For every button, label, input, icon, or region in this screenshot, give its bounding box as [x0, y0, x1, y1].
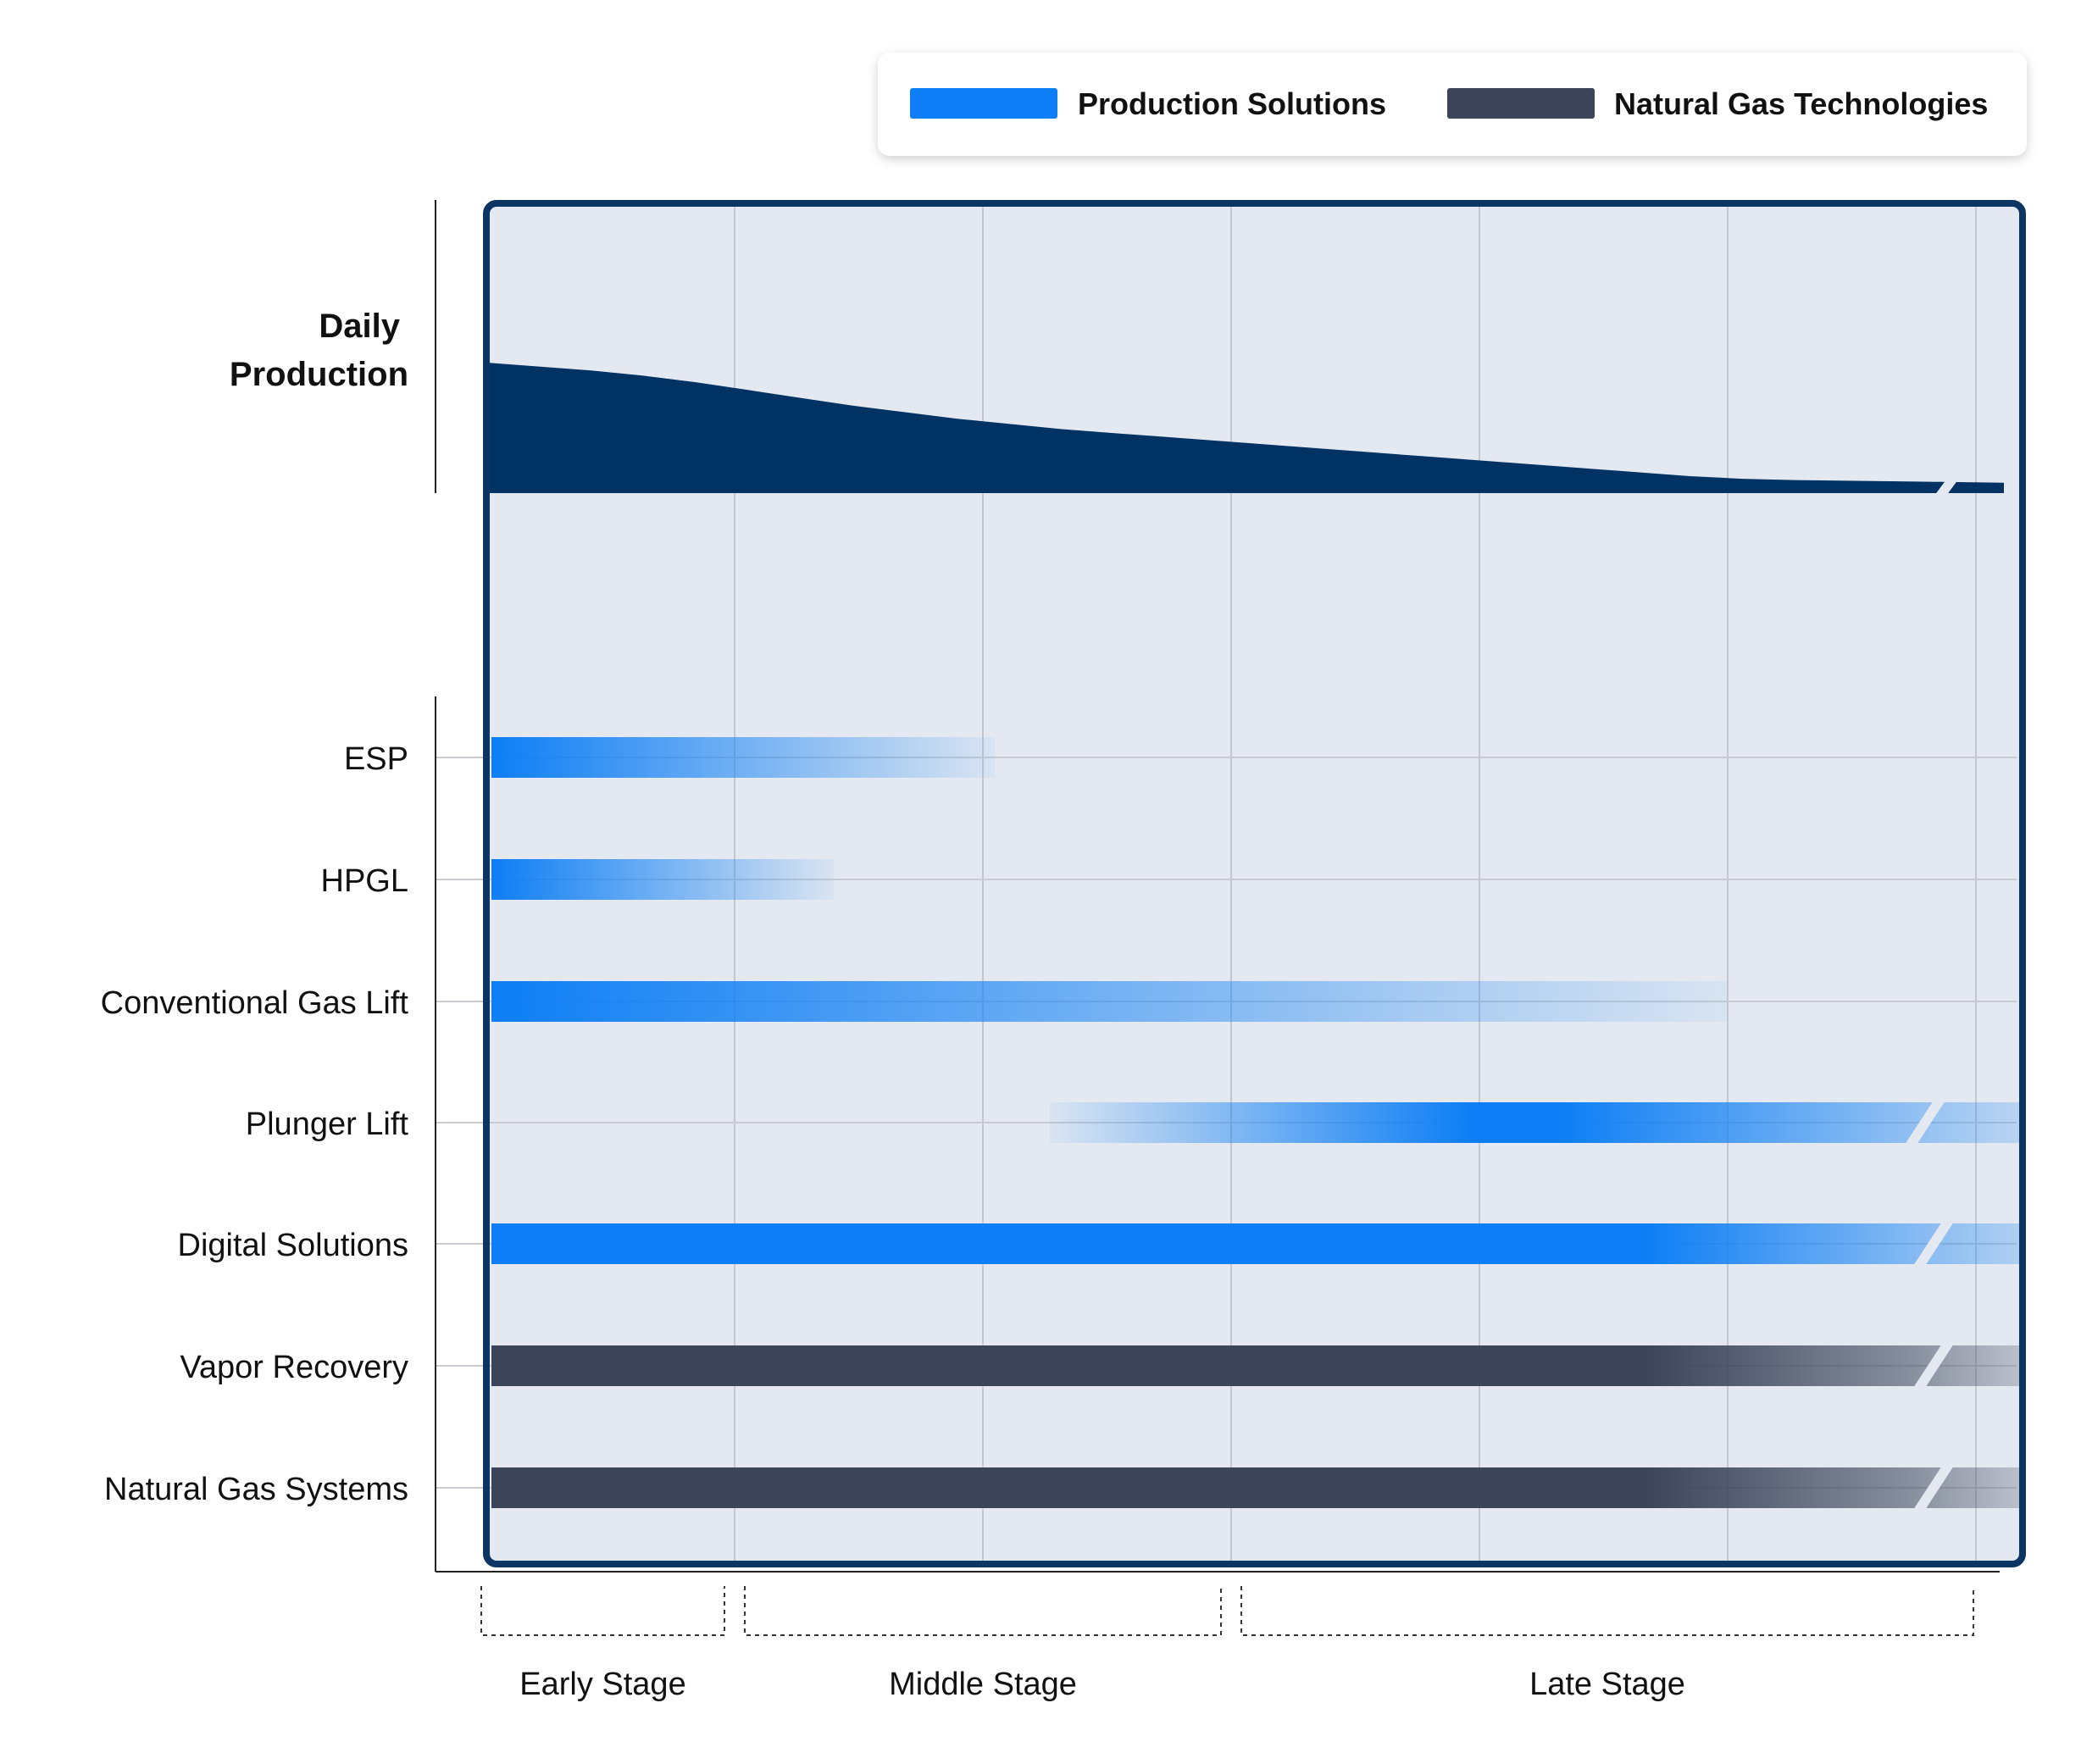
- production-label-line-1: Daily: [319, 308, 400, 345]
- legend-label-natural-gas-technologies: Natural Gas Technologies: [1614, 86, 1988, 121]
- legend: Production Solutions Natural Gas Technol…: [878, 53, 2027, 156]
- bar-break-mark: [1913, 1222, 1954, 1266]
- daily-production: [486, 363, 2004, 496]
- row-label: Plunger Lift: [246, 1107, 409, 1142]
- row-label: ESP: [344, 741, 408, 777]
- row-label: Natural Gas Systems: [104, 1472, 408, 1507]
- stage-bracket: [744, 1586, 1222, 1636]
- row-labels: ESP HPGL Conventional Gas Lift Plunger Lift…: [101, 741, 409, 1507]
- production-label-line-2: Production: [230, 356, 408, 393]
- plot-frame: [483, 200, 2026, 1567]
- production-break-mark: [1934, 480, 1958, 496]
- stage-label: Late Stage: [1529, 1667, 1685, 1702]
- bar-vapor-recovery: [491, 1345, 2019, 1386]
- bar-conventional-gas-lift: [491, 981, 1728, 1022]
- legend-label-production-solutions: Production Solutions: [1078, 86, 1386, 121]
- bar-natural-gas-systems: [491, 1467, 2019, 1508]
- row-label: Digital Solutions: [178, 1228, 408, 1263]
- bar-break-mark: [1913, 1344, 1954, 1388]
- stage-label: Early Stage: [519, 1667, 685, 1702]
- legend-swatch-production-solutions: [910, 88, 1057, 119]
- lifecycle-bars: [436, 737, 2019, 1510]
- stage-bracket: [480, 1586, 725, 1636]
- legend-swatch-natural-gas-technologies: [1447, 88, 1595, 119]
- bar-esp: [491, 737, 996, 778]
- stage-bracket: [1240, 1586, 1974, 1636]
- bar-plunger-lift: [1050, 1102, 2019, 1143]
- row-label: HPGL: [321, 863, 408, 899]
- production-area: [486, 363, 2004, 493]
- bar-digital-solutions: [491, 1223, 2019, 1264]
- bar-hpgl: [491, 859, 835, 900]
- bar-break-mark: [1905, 1101, 1945, 1145]
- row-label: Conventional Gas Lift: [101, 985, 409, 1021]
- bar-break-mark: [1913, 1466, 1954, 1510]
- row-label: Vapor Recovery: [180, 1350, 408, 1385]
- stage-label: Middle Stage: [889, 1667, 1077, 1702]
- stage-brackets: Early Stage Middle Stage Late Stage: [480, 1586, 1974, 1702]
